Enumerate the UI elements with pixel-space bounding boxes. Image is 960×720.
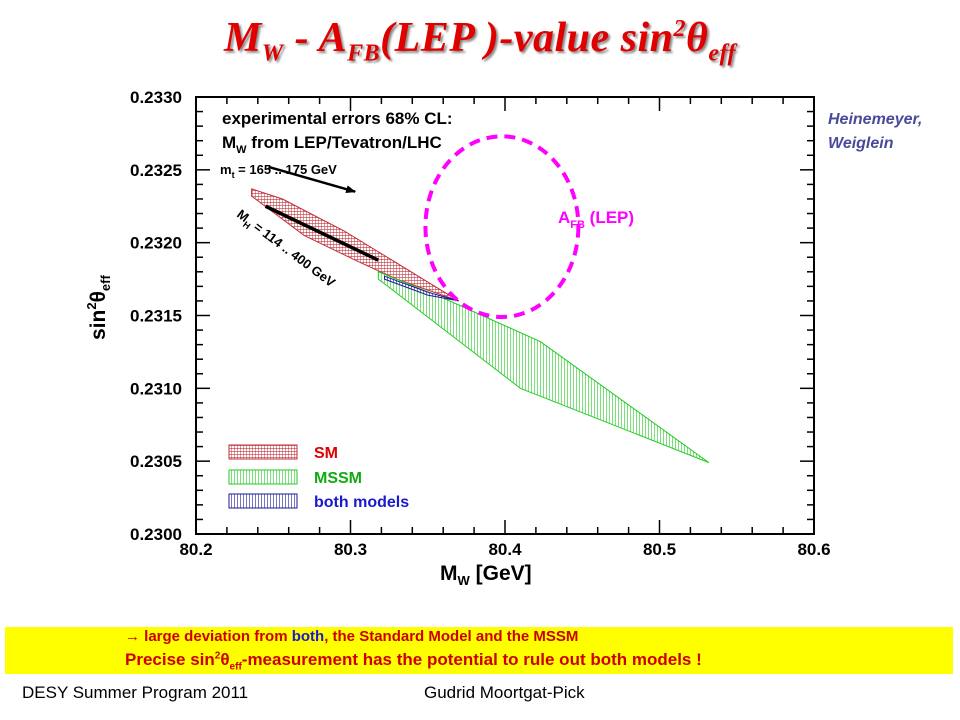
x-tick-label: 80.3	[334, 540, 367, 559]
legend-label-sm: SM	[314, 445, 338, 462]
annotation-header-1: experimental errors 68% CL:	[222, 109, 453, 128]
author-line-2: Weiglein	[828, 135, 894, 152]
chart-areas	[251, 188, 710, 464]
annotation-mt: mt = 165 .. 175 GeV	[220, 162, 337, 180]
legend: SM MSSM both models	[228, 444, 409, 511]
y-tick-label: 0.2310	[130, 379, 182, 398]
area-sm	[251, 188, 459, 302]
afb-ellipse	[423, 134, 581, 319]
legend-swatch-both	[228, 493, 298, 509]
conclusion-banner: → large deviation from both, the Standar…	[5, 627, 953, 674]
legend-label-mssm: MSSM	[314, 470, 362, 487]
y-tick-label: 0.2325	[130, 161, 182, 180]
legend-swatch-mssm	[228, 469, 298, 485]
author-line-1: Heinemeyer,	[828, 111, 923, 128]
author-note: Heinemeyer, Weiglein	[828, 108, 922, 156]
y-tick-label: 0.2315	[130, 307, 182, 326]
afb-label: AFB (LEP)	[558, 208, 634, 231]
y-tick-label: 0.2320	[130, 234, 182, 253]
footer-event: DESY Summer Program 2011	[22, 683, 249, 702]
chart: 80.2 80.3 80.4 80.5 80.6 0.2300 0.2305 0.2310 0.…	[84, 88, 831, 588]
x-tick-label: 80.5	[643, 540, 676, 559]
y-tick-label: 0.2330	[130, 88, 182, 107]
legend-swatch-sm	[228, 444, 298, 460]
x-tick-label: 80.4	[488, 540, 522, 559]
y-tick-label: 0.2305	[130, 452, 182, 471]
annotation-header-2: MW from LEP/Tevatron/LHC	[222, 133, 442, 156]
area-both-models	[384, 275, 459, 302]
y-axis-label: sin2θeff	[84, 275, 113, 340]
y-tick-label: 0.2300	[130, 525, 182, 544]
footer-author: Gudrid Moortgat-Pick	[424, 683, 585, 702]
legend-label-both: both models	[314, 494, 409, 511]
area-mssm	[377, 271, 710, 464]
x-axis-label: MW [GeV]	[440, 562, 532, 588]
x-tick-label: 80.6	[797, 540, 830, 559]
banner-line-1: → large deviation from both, the Standar…	[125, 628, 579, 645]
x-tick-label: 80.2	[179, 540, 212, 559]
arrow-mt	[268, 165, 357, 194]
banner-line-2: Precise sin2θeff-measurement has the pot…	[125, 650, 702, 673]
axis-ticks: 80.2 80.3 80.4 80.5 80.6 0.2300 0.2305 0.2310 0.…	[130, 88, 831, 559]
slide-title: MW - AFB(LEP )-value sin2θeff	[223, 15, 737, 67]
arrow-mh	[264, 204, 380, 262]
